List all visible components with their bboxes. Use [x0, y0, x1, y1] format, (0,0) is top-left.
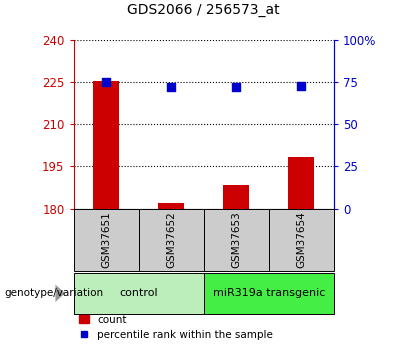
Text: GSM37651: GSM37651 — [101, 211, 111, 268]
Bar — [74, 209, 139, 271]
Text: genotype/variation: genotype/variation — [4, 288, 103, 298]
Text: GDS2066 / 256573_at: GDS2066 / 256573_at — [127, 3, 280, 17]
Text: control: control — [119, 288, 158, 298]
Legend: count, percentile rank within the sample: count, percentile rank within the sample — [79, 315, 273, 340]
Bar — [158, 203, 184, 209]
Bar — [93, 80, 119, 209]
Bar — [204, 209, 269, 271]
Bar — [204, 273, 334, 314]
Bar — [269, 209, 334, 271]
Text: GSM37652: GSM37652 — [166, 211, 176, 268]
Bar — [223, 185, 249, 209]
Point — [103, 79, 110, 85]
Polygon shape — [55, 285, 65, 302]
Bar — [74, 273, 204, 314]
Bar — [139, 209, 204, 271]
Point — [233, 84, 240, 90]
Point — [168, 84, 175, 90]
Point — [298, 83, 305, 89]
Text: GSM37654: GSM37654 — [297, 211, 306, 268]
Text: GSM37653: GSM37653 — [231, 211, 241, 268]
Bar — [289, 157, 315, 209]
Text: miR319a transgenic: miR319a transgenic — [213, 288, 325, 298]
